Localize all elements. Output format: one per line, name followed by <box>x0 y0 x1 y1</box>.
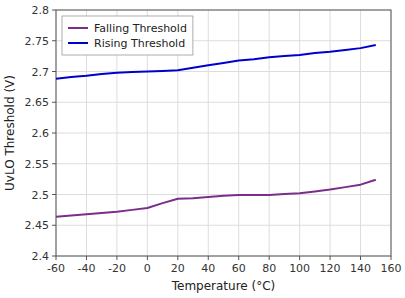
legend-swatch <box>68 27 88 29</box>
x-tick-label: 140 <box>350 262 371 275</box>
y-tick <box>52 256 56 257</box>
x-tick-label: 160 <box>381 262 402 275</box>
y-tick-label: 2.65 <box>25 96 50 109</box>
x-tick <box>147 256 148 260</box>
x-tick <box>177 256 178 260</box>
x-tick <box>56 256 57 260</box>
grid-line-y <box>56 133 391 134</box>
x-tick-label: 80 <box>262 262 276 275</box>
x-tick <box>391 256 392 260</box>
x-tick <box>238 256 239 260</box>
series-group <box>56 45 376 217</box>
plot-frame <box>56 10 391 256</box>
y-tick <box>52 133 56 134</box>
series-line <box>56 180 376 217</box>
x-tick-label: 60 <box>232 262 246 275</box>
grid-line-y <box>56 163 391 164</box>
x-axis-label: Temperature (°C) <box>171 279 276 293</box>
x-tick-label: 20 <box>171 262 185 275</box>
legend-label: Rising Threshold <box>94 37 185 50</box>
axes: -60 -40 -20 0 20 40 60 80 100 120 140 160 2.4 2.45 2.5… <box>25 4 402 275</box>
grid-line-y <box>56 225 391 226</box>
y-tick-label: 2.5 <box>32 189 50 202</box>
legend-box <box>62 16 193 55</box>
y-axis-label: UvLO Threshold (V) <box>3 75 17 191</box>
plot-area <box>56 10 391 256</box>
y-tick <box>52 71 56 72</box>
y-tick <box>52 102 56 103</box>
y-tick-label: 2.8 <box>32 4 50 17</box>
x-tick <box>86 256 87 260</box>
grid-line-y <box>56 102 391 103</box>
x-tick <box>208 256 209 260</box>
x-tick <box>360 256 361 260</box>
legend-swatch <box>68 42 88 44</box>
y-tick <box>52 10 56 11</box>
x-tick-label: 120 <box>320 262 341 275</box>
x-tick-label: -60 <box>47 262 65 275</box>
y-tick-label: 2.75 <box>25 35 50 48</box>
legend-label: Falling Threshold <box>94 22 187 35</box>
x-tick-label: -20 <box>108 262 126 275</box>
x-tick-label: 40 <box>201 262 215 275</box>
y-tick-label: 2.4 <box>32 250 50 263</box>
y-tick-label: 2.7 <box>32 66 50 79</box>
x-tick-label: -40 <box>77 262 95 275</box>
grid <box>56 10 391 256</box>
x-tick <box>116 256 117 260</box>
x-tick <box>330 256 331 260</box>
x-tick-label: 100 <box>289 262 310 275</box>
y-tick <box>52 225 56 226</box>
x-tick <box>269 256 270 260</box>
y-tick-label: 2.45 <box>25 219 50 232</box>
y-tick-label: 2.55 <box>25 158 50 171</box>
y-tick-label: 2.6 <box>32 127 50 140</box>
y-tick <box>52 40 56 41</box>
y-tick <box>52 163 56 164</box>
legend: Falling Threshold Rising Threshold <box>62 16 193 55</box>
x-tick-label: 0 <box>144 262 151 275</box>
chart: -60 -40 -20 0 20 40 60 80 100 120 140 160 2.4 2.45 2.5… <box>0 0 405 298</box>
grid-line-y <box>56 71 391 72</box>
x-tick <box>299 256 300 260</box>
y-tick <box>52 194 56 195</box>
